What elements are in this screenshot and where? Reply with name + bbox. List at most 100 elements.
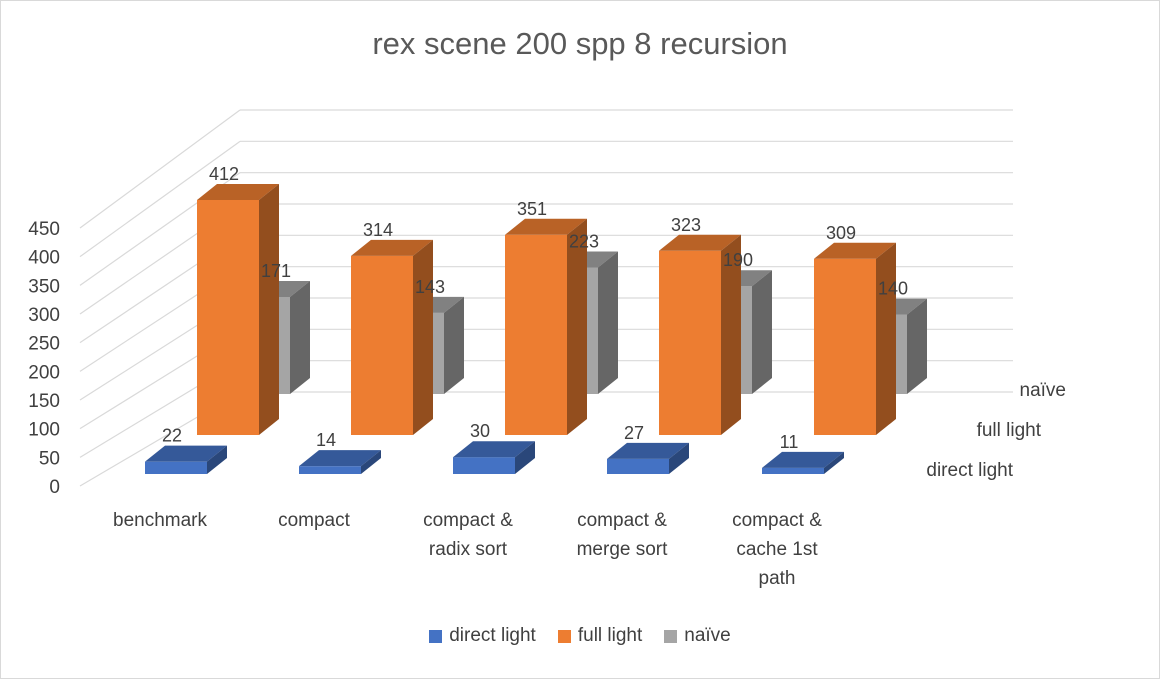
bar-top [145,445,227,462]
legend-item: naïve [664,625,731,647]
bar-front [505,234,567,435]
bar-side [907,298,927,394]
y-tick-label: 100 [28,420,60,441]
bar-front [351,255,413,435]
y-tick-label: 400 [28,248,60,269]
category-label: compact & [423,510,513,531]
bar-side [669,442,689,474]
depth-axis-label: full light [977,420,1042,441]
bar-direct-light [145,445,227,474]
bar-front [197,200,259,435]
bar-side [413,239,433,435]
data-label: 323 [671,215,701,235]
data-label: 27 [624,423,644,443]
bar-side [721,234,741,435]
legend-swatch [429,629,443,643]
bar-full-light [351,239,433,435]
category-label: compact & [577,510,667,531]
bar-side [361,450,381,474]
data-label: 14 [316,430,336,450]
bar-front [762,467,824,474]
bar-side [876,242,896,435]
bar-top [299,450,381,467]
bar-top [659,234,741,251]
data-label: 309 [826,223,856,243]
bars [145,184,927,474]
bar-front [299,466,361,474]
bar-top [453,441,535,458]
data-label: 143 [415,277,445,297]
y-tick-label: 150 [28,391,60,412]
bar-direct-light [299,450,381,474]
bar-full-light [814,242,896,435]
bar-side [207,445,227,474]
bar-direct-light [762,451,844,474]
bar-direct-light [453,441,535,474]
legend: direct light full light naïve [0,625,1160,647]
bar-direct-light [607,442,689,474]
y-tick-label: 0 [49,477,60,498]
data-label: 11 [780,432,799,452]
y-tick-label: 50 [39,448,60,469]
bar-top [197,184,279,200]
bar-side [567,218,587,435]
bar-front [659,250,721,435]
data-label: 30 [470,421,490,441]
bar-full-light [197,184,279,435]
data-label: 140 [878,279,908,299]
legend-item: direct light [429,625,536,647]
y-tick-label: 200 [28,362,60,383]
legend-swatch [557,629,571,643]
bar-front [607,458,669,474]
bar-side [290,281,310,394]
data-label: 314 [363,220,393,240]
side-gridline [79,109,241,229]
bar-top [762,451,844,468]
data-label: 190 [723,250,753,270]
y-axis-ticks: 0 50 100 150 200 250 300 350 400 450 [28,219,60,498]
bar-top [607,442,689,459]
bar-full-light [505,218,587,435]
data-label: 22 [162,426,182,446]
y-tick-label: 450 [28,219,60,240]
legend-label: naïve [684,625,731,646]
category-label: cache 1st [736,539,818,560]
y-tick-label: 350 [28,276,60,297]
data-labels: 171 143 223 190 140 412 314 351 323 309 22 14 30 27 11 [162,164,908,452]
side-gridline [79,140,241,258]
chart-title: rex scene 200 spp 8 recursion [372,26,788,61]
bar-side [515,441,535,474]
bar-side [824,451,844,474]
y-tick-label: 300 [28,305,60,326]
data-label: 412 [209,164,239,184]
category-labels: benchmark compact compact & radix sort compa… [113,510,822,589]
depth-axis-label: naïve [1020,380,1066,401]
bar-side [444,296,464,394]
bar-top [814,242,896,259]
bar-side [598,251,618,394]
legend-label: direct light [449,625,536,646]
data-label: 351 [517,199,547,219]
category-label: compact & [732,510,822,531]
bar-top [505,218,587,235]
bar-front [453,457,515,474]
bar-top [351,239,433,256]
depth-axis-label: direct light [926,460,1013,481]
legend-label: full light [577,625,643,646]
bar-side [752,270,772,394]
category-label: merge sort [577,539,669,560]
category-label: path [759,568,796,589]
data-label: 171 [261,261,291,281]
bar-full-light [659,234,741,435]
y-tick-label: 250 [28,334,60,355]
bar-front [145,461,207,474]
bar-front [814,258,876,435]
category-label: benchmark [113,510,207,531]
bar-side [259,184,279,435]
data-label: 223 [569,232,599,252]
legend-swatch [664,629,678,643]
legend-item: full light [557,625,643,647]
category-label: radix sort [429,539,508,560]
depth-axis-labels: naïve full light direct light [926,380,1066,481]
